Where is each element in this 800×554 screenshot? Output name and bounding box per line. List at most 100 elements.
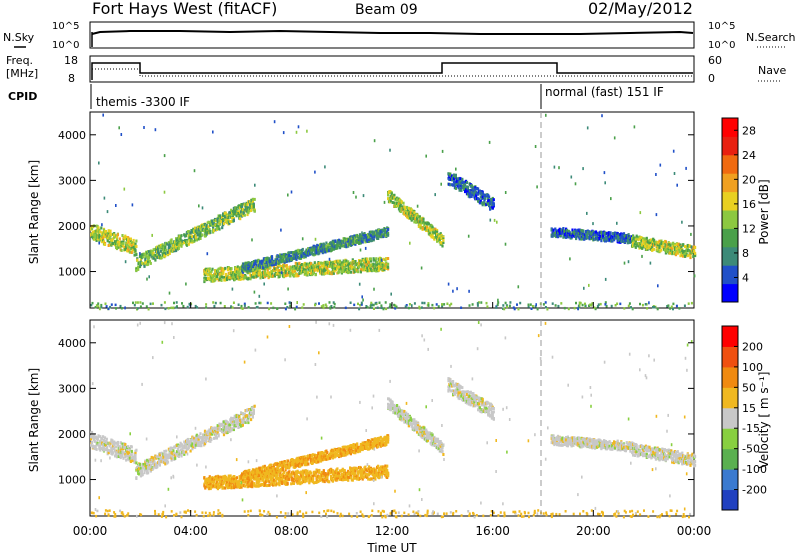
heatmap-cell bbox=[132, 242, 135, 246]
heatmap-cell bbox=[146, 458, 149, 462]
heatmap-cell bbox=[240, 411, 243, 415]
heatmap-cell bbox=[165, 248, 168, 252]
heatmap-cell bbox=[592, 230, 595, 234]
heatmap-cell bbox=[502, 307, 505, 310]
colorbar-segment bbox=[722, 118, 738, 137]
heatmap-cell bbox=[517, 285, 520, 289]
heatmap-cell bbox=[370, 301, 373, 305]
heatmap-cell bbox=[454, 173, 457, 177]
heatmap-cell bbox=[98, 241, 100, 245]
cpid-mode-2: normal (fast) 151 IF bbox=[545, 85, 664, 99]
heatmap-cell bbox=[128, 448, 131, 452]
heatmap-cell bbox=[504, 191, 507, 194]
heatmap-cell bbox=[276, 257, 279, 261]
heatmap-cell bbox=[147, 256, 151, 260]
heatmap-cell bbox=[299, 265, 302, 269]
heatmap-cell bbox=[243, 412, 246, 416]
heatmap-cell bbox=[279, 273, 282, 277]
heatmap-cell bbox=[266, 301, 269, 305]
heatmap-cell bbox=[205, 436, 208, 440]
heatmap-cell bbox=[677, 243, 680, 247]
heatmap-cell bbox=[263, 260, 266, 264]
heatmap-cell bbox=[104, 230, 107, 234]
heatmap-cell bbox=[385, 257, 388, 261]
heatmap-cell bbox=[189, 236, 192, 239]
heatmap-cell bbox=[136, 258, 139, 262]
heatmap-cell bbox=[362, 259, 365, 262]
heatmap-cell bbox=[215, 275, 219, 279]
heatmap-cell bbox=[361, 263, 364, 267]
heatmap-cell bbox=[460, 188, 463, 192]
heatmap-cell bbox=[309, 246, 313, 250]
heatmap-cell bbox=[360, 234, 363, 238]
heatmap-cell bbox=[102, 435, 105, 439]
heatmap-cell bbox=[436, 228, 439, 232]
heatmap-cell bbox=[690, 232, 692, 236]
colorbar-segment bbox=[722, 136, 738, 156]
heatmap-cell bbox=[240, 210, 243, 214]
heatmap-cell bbox=[645, 242, 648, 246]
power-panel-frame bbox=[89, 111, 695, 309]
heatmap-cell bbox=[203, 442, 207, 446]
heatmap-cell bbox=[154, 258, 157, 262]
heatmap-cell bbox=[578, 234, 581, 238]
heatmap-cell bbox=[616, 236, 619, 240]
heatmap-cell bbox=[246, 203, 249, 207]
heatmap-cell bbox=[653, 306, 656, 309]
heatmap-cell bbox=[427, 303, 430, 307]
heatmap-cell bbox=[377, 234, 380, 238]
heatmap-cell bbox=[420, 266, 423, 270]
heatmap-cell bbox=[694, 254, 697, 258]
heatmap-cell bbox=[155, 247, 158, 251]
heatmap-cell bbox=[387, 233, 390, 237]
heatmap-cell bbox=[651, 246, 654, 250]
heatmap-cell bbox=[320, 264, 324, 268]
heatmap-cell bbox=[422, 217, 425, 221]
heatmap-cell bbox=[600, 239, 603, 243]
heatmap-cell bbox=[377, 267, 381, 271]
heatmap-cell bbox=[687, 302, 690, 305]
velocity-panel-frame bbox=[89, 319, 695, 517]
heatmap-cell bbox=[578, 301, 581, 304]
heatmap-cell bbox=[359, 270, 362, 274]
heatmap-cell bbox=[221, 226, 224, 230]
heatmap-cell bbox=[132, 238, 135, 242]
heatmap-cell bbox=[238, 273, 241, 277]
heatmap-cell bbox=[359, 241, 362, 245]
heatmap-cell bbox=[411, 211, 414, 215]
heatmap-cell bbox=[287, 287, 289, 291]
heatmap-cell bbox=[251, 197, 254, 201]
heatmap-cell bbox=[90, 437, 93, 441]
heatmap-cell bbox=[627, 304, 630, 308]
heatmap-cell bbox=[225, 218, 228, 221]
heatmap-cell bbox=[325, 305, 328, 308]
heatmap-cell bbox=[201, 206, 204, 210]
heatmap-cell bbox=[293, 265, 296, 268]
heatmap-cell bbox=[97, 237, 100, 241]
heatmap-cell bbox=[235, 276, 238, 280]
heatmap-cell bbox=[109, 234, 112, 238]
heatmap-cell bbox=[103, 436, 107, 440]
heatmap-cell bbox=[258, 269, 261, 273]
heatmap-cell bbox=[251, 415, 254, 419]
heatmap-cell bbox=[405, 209, 408, 213]
heatmap-cell bbox=[239, 418, 242, 422]
heatmap-cell bbox=[596, 305, 599, 308]
heatmap-cell bbox=[476, 302, 479, 305]
heatmap-cell bbox=[389, 148, 391, 152]
heatmap-cell bbox=[168, 291, 171, 295]
heatmap-cell bbox=[286, 273, 289, 277]
heatmap-cell bbox=[297, 273, 300, 277]
heatmap-cell bbox=[361, 240, 364, 244]
heatmap-cell bbox=[252, 260, 255, 263]
heatmap-cell bbox=[241, 213, 244, 217]
heatmap-cell bbox=[610, 197, 612, 201]
heatmap-cell bbox=[630, 306, 632, 309]
heatmap-cell bbox=[175, 301, 178, 304]
heatmap-cell bbox=[297, 125, 300, 129]
heatmap-cell bbox=[197, 437, 200, 441]
heatmap-cell bbox=[270, 259, 273, 263]
heatmap-cell bbox=[248, 209, 251, 213]
heatmap-cell bbox=[492, 198, 495, 202]
heatmap-cell bbox=[358, 265, 361, 269]
